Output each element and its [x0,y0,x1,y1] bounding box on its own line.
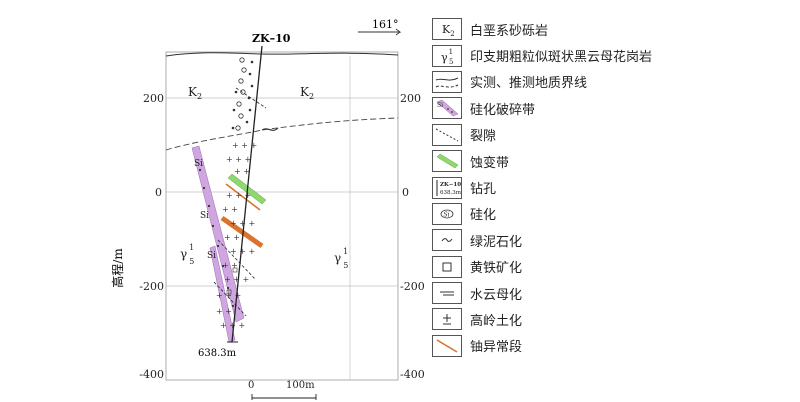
topographic-surface [165,52,399,57]
drillhole-label: ZK–10 [252,32,291,45]
svg-text:638.3m: 638.3m [440,190,461,196]
legend-label-drillhole: 钻孔 [470,182,497,198]
legend-item-silicified-band: Si 硅化破碎带 [432,95,796,121]
legend-item-uranium-anomaly: 铀异常段 [432,333,796,359]
legend-item-k2: K2 白垩系砂砾岩 [432,16,796,42]
uranium-anomaly-middle [220,215,264,249]
k2-symbol-icon: K2 [432,18,462,41]
lower-fissure [217,239,257,281]
legend-item-boundary: 实测、推测地质界线 [432,69,796,95]
bearing-arrow-icon [358,28,402,36]
svg-text:+ +: + + [216,307,232,316]
si-label-upper: Si [194,159,203,169]
legend-label-k2: 白垩系砂砾岩 [470,23,549,39]
uranium-anomaly-upper [225,183,261,211]
drillhole-icon: ZK−10 638.3m [432,176,462,199]
fissure-icon [432,123,462,146]
conglomerate-pattern [235,57,247,131]
granite-symbol-icon: γ1 5 [432,44,462,67]
section-frame [165,51,399,381]
legend-item-drillhole: ZK−10 638.3m 钻孔 [432,174,796,200]
svg-text:+ + +: + + + [216,291,241,300]
svg-text:+ + +: + + + [226,191,251,200]
svg-text:+ +: + + [234,167,250,176]
hydromuscovite-icon [432,282,462,305]
svg-text:γ15: γ1 5 [441,48,454,66]
legend-label-pyritization: 黄铁矿化 [470,261,523,277]
silicification-icon: Si [432,202,462,225]
si-label-lower: Si [207,251,216,261]
chloritization-icon [432,229,462,252]
elev-tick-left-minus400: -400 [139,368,164,381]
silicified-fracture-band [191,145,245,323]
drillhole-trace [231,45,263,343]
unit-k2-left: K2 [188,85,202,101]
legend-item-kaolinization: 高岭土化 [432,306,796,332]
svg-text:Si: Si [437,102,443,109]
elev-tick-left-200: 200 [143,92,164,105]
pyrite-icon [432,255,462,278]
legend-item-hydromuscovitization: 水云母化 [432,280,796,306]
legend-label-fissure: 裂隙 [470,129,497,145]
svg-text:+ + +: + + + [220,321,245,330]
silicified-band-icon: Si [432,97,462,120]
legend-label-uranium-anomaly: 铀异常段 [470,340,523,356]
legend-item-pyritization: 黄铁矿化 [432,254,796,280]
elev-tick-left-0: 0 [155,186,162,199]
svg-text:+ +: + + [222,261,238,270]
legend-label-silicified-band: 硅化破碎带 [470,102,536,118]
si-label-middle: Si [200,211,209,221]
svg-text:+ + +: + + + [226,155,251,164]
svg-text:+ + +: + + + [232,141,257,150]
svg-text:+ +: + + [224,233,240,242]
elev-tick-right-200: 200 [400,92,421,105]
alteration-band-icon [432,150,462,173]
bearing-label: 161° [372,18,399,31]
legend-item-granite: γ1 5 印支期粗粒似斑状黑云母花岗岩 [432,42,796,68]
legend-label-boundary: 实测、推测地质界线 [470,76,588,92]
uranium-anomaly-icon [432,334,462,357]
svg-text:0: 0 [248,380,254,391]
legend-label-chloritization: 绿泥石化 [470,234,523,250]
svg-text:100m: 100m [286,380,315,391]
legend-label-silicification: 硅化 [470,208,497,224]
legend-label-alteration: 蚀变带 [470,155,510,171]
svg-text:Si: Si [444,211,450,218]
svg-text:ZK−10: ZK−10 [440,182,461,188]
legend-item-chloritization: 绿泥石化 [432,227,796,253]
svg-text:+ + +: + + + [224,275,249,284]
legend-label-granite: 印支期粗粒似斑状黑云母花岗岩 [470,50,653,66]
elev-tick-right-minus400: -400 [400,368,425,381]
unit-k2-right: K2 [300,85,314,101]
svg-text:K2: K2 [442,23,455,38]
elev-tick-left-minus200: -200 [139,280,164,293]
legend: K2 白垩系砂砾岩 γ1 5 印支期粗粒似斑状黑云母花岗岩 实测、推测地质界线 S… [432,16,796,359]
drillhole-depth-label: 638.3m [198,348,237,359]
lower-fissure-2 [213,281,247,317]
elevation-axis-label: 高程/m [110,248,125,288]
geological-cross-section: 高程/m 200 0 -200 -400 200 0 -200 -400 161… [110,18,425,400]
svg-text:+ +: + + [222,205,238,214]
kaolinization-icon [432,308,462,331]
elev-tick-right-minus200: -200 [400,280,425,293]
scale-bar: 0 100m [248,380,317,400]
legend-label-hydromuscovitization: 水云母化 [470,287,523,303]
inferred-geologic-boundary [165,117,399,151]
svg-text:+ + +: + + + [230,247,255,256]
silicified-fracture-band-2 [209,245,236,343]
upper-fissure [235,87,267,109]
legend-label-kaolinization: 高岭土化 [470,313,523,329]
elev-tick-right-0: 0 [402,186,409,199]
legend-item-alteration: 蚀变带 [432,148,796,174]
legend-item-silicification: Si 硅化 [432,201,796,227]
kaolinization-pattern: + + + + + + + + + + + + + + + + + + + + + + + … [216,141,257,330]
legend-item-fissure: 裂隙 [432,122,796,148]
measured-geologic-boundary [261,127,279,131]
svg-text:+ + +: + + + [230,219,255,228]
boundary-lines-icon [432,70,462,93]
